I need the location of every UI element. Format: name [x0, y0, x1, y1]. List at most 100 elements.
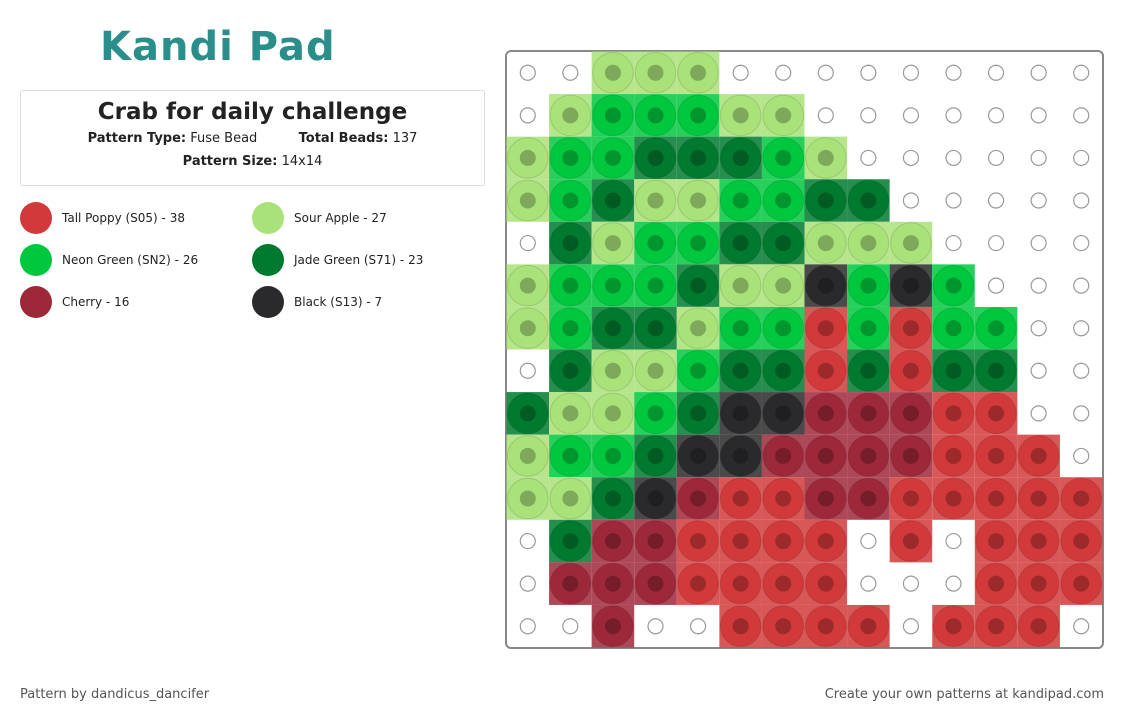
bead — [847, 179, 890, 222]
bead — [762, 94, 805, 137]
bead — [719, 477, 762, 520]
bead-hole — [1030, 490, 1047, 507]
bead — [975, 605, 1017, 648]
bead-hole — [1030, 447, 1047, 464]
bead — [805, 307, 847, 350]
bead — [549, 350, 592, 392]
bead — [592, 264, 634, 307]
bead-hole — [817, 490, 834, 507]
bead-hole — [647, 277, 664, 294]
peg — [519, 618, 536, 635]
bead — [677, 137, 719, 179]
bead — [549, 435, 592, 477]
bead — [805, 350, 847, 392]
bead — [592, 435, 634, 477]
legend-label: Tall Poppy (S05) - 38 — [62, 211, 185, 225]
bead-hole — [775, 192, 792, 209]
bead — [549, 94, 592, 137]
bead-hole — [519, 447, 536, 464]
bead-hole — [732, 235, 749, 252]
bead — [507, 264, 549, 307]
peg — [519, 234, 536, 252]
peg — [1073, 277, 1090, 294]
bead — [847, 307, 890, 350]
bead-hole — [988, 362, 1005, 379]
bead — [762, 222, 805, 264]
bead-hole — [902, 320, 919, 337]
bead — [592, 94, 634, 137]
bead — [762, 605, 805, 648]
bead-hole — [860, 235, 877, 252]
bead-hole — [817, 533, 834, 550]
bead — [549, 392, 592, 435]
peg — [562, 64, 579, 81]
bead-hole — [690, 362, 707, 379]
bead — [549, 222, 592, 264]
bead — [634, 435, 677, 477]
bead — [890, 307, 932, 350]
bead-hole — [988, 575, 1005, 592]
bead — [805, 435, 847, 477]
title: Crab for daily challenge — [97, 99, 408, 125]
bead — [634, 392, 677, 435]
peg — [519, 107, 536, 124]
info-box: Crab for daily challenge Pattern Type: F… — [20, 90, 485, 186]
bead-hole — [519, 192, 536, 209]
bead — [592, 520, 634, 562]
legend-item: Sour Apple - 27 — [252, 202, 387, 234]
bead — [762, 264, 805, 307]
peg — [902, 618, 920, 635]
peg — [860, 64, 877, 81]
legend-label: Cherry - 16 — [62, 295, 130, 309]
bead-hole — [945, 618, 962, 635]
peg — [860, 575, 877, 592]
bead-hole — [647, 362, 664, 379]
bead — [847, 477, 890, 520]
peg — [519, 532, 536, 550]
bead-hole — [732, 490, 749, 507]
bead — [549, 307, 592, 350]
bead-hole — [945, 320, 962, 337]
bead-hole — [604, 107, 621, 124]
bead — [1017, 520, 1060, 562]
bead-hole — [690, 575, 707, 592]
bead-hole — [690, 490, 707, 507]
bead-hole — [604, 192, 621, 209]
peg — [519, 64, 536, 81]
bead — [719, 264, 762, 307]
bead — [592, 605, 634, 648]
bead-hole — [604, 575, 621, 592]
bead — [762, 350, 805, 392]
bead — [677, 52, 719, 94]
legend-label: Sour Apple - 27 — [294, 211, 387, 225]
bead-hole — [604, 64, 621, 81]
bead — [719, 435, 762, 477]
peg — [689, 618, 707, 635]
bead — [634, 520, 677, 562]
bead-hole — [732, 149, 749, 166]
bead — [890, 350, 932, 392]
bead — [719, 179, 762, 222]
bead — [677, 222, 719, 264]
bead — [634, 307, 677, 350]
bead — [719, 94, 762, 137]
bead-hole — [817, 447, 834, 464]
bead — [890, 520, 932, 562]
bead-hole — [604, 149, 621, 166]
bead-hole — [775, 320, 792, 337]
bead — [975, 435, 1017, 477]
bead-hole — [775, 618, 792, 635]
bead — [932, 264, 975, 307]
bead-hole — [690, 405, 707, 422]
swatch — [252, 286, 284, 318]
bead — [677, 520, 719, 562]
logo[interactable]: Kandi Pad — [100, 24, 336, 70]
cta[interactable]: Create your own patterns at kandipad.com — [824, 687, 1104, 702]
legend-item: Jade Green (S71) - 23 — [252, 244, 423, 276]
bead-hole — [817, 575, 834, 592]
bead-hole — [1073, 575, 1090, 592]
bead-hole — [902, 490, 919, 507]
bead — [890, 477, 932, 520]
bead — [592, 137, 634, 179]
bead-hole — [860, 618, 877, 635]
